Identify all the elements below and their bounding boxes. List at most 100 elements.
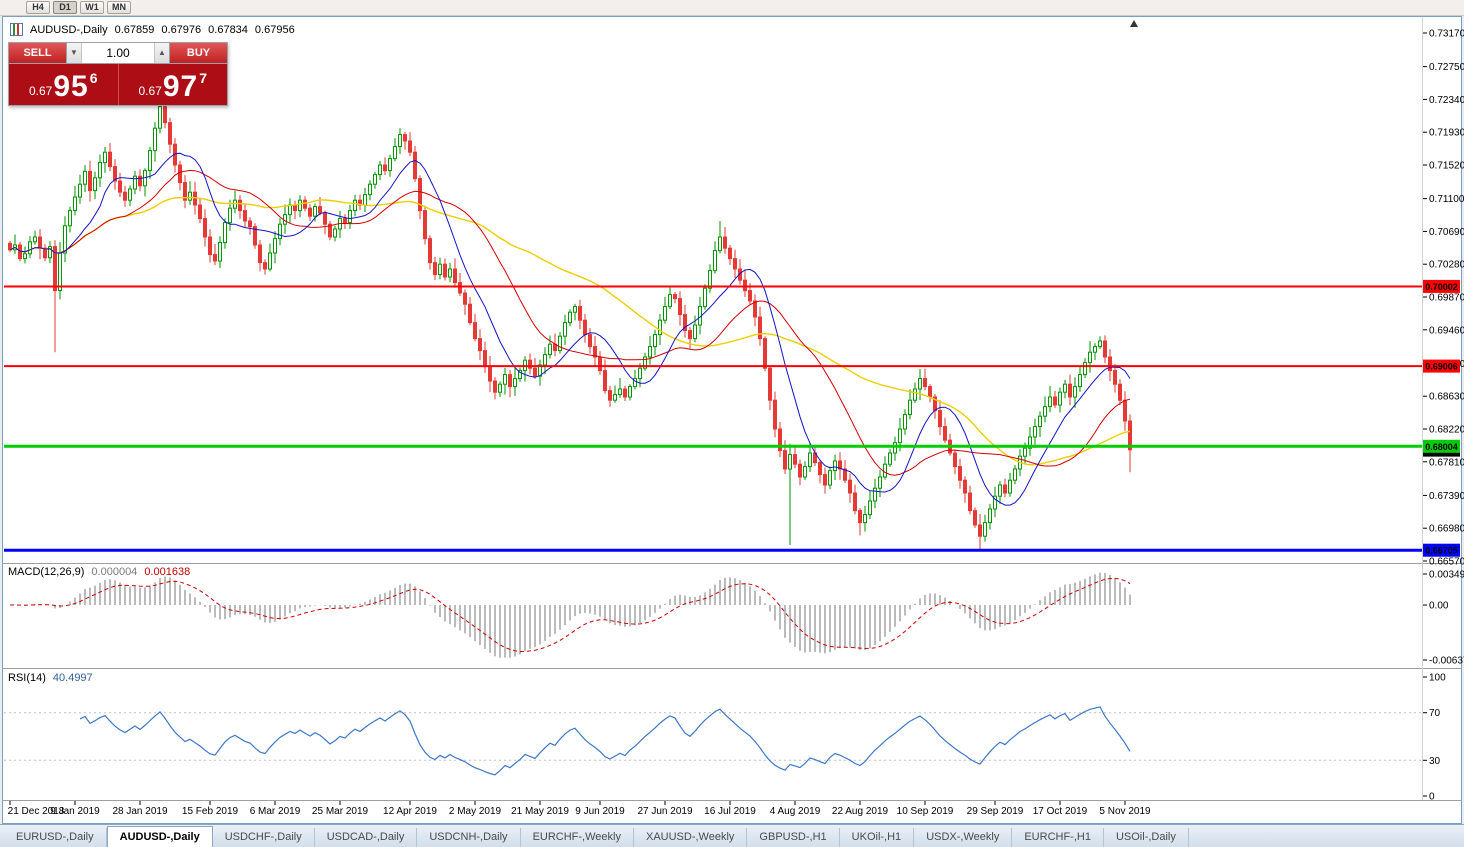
macd-indicator <box>10 572 1131 658</box>
sell-price-pipette: 6 <box>89 70 98 86</box>
rsi-name: RSI(14) <box>8 672 46 684</box>
svg-text:22 Aug 2019: 22 Aug 2019 <box>832 806 889 817</box>
macd-name: MACD(12,26,9) <box>8 566 85 578</box>
svg-text:0.66980: 0.66980 <box>1429 524 1464 535</box>
svg-text:0.00: 0.00 <box>1429 601 1449 612</box>
timeframe-button-h4[interactable]: H4 <box>26 1 50 14</box>
timeframe-button-mn[interactable]: MN <box>107 1 131 14</box>
svg-text:0.69460: 0.69460 <box>1429 325 1464 336</box>
volume-increase-icon[interactable]: ▲ <box>154 43 169 63</box>
svg-text:12 Apr 2019: 12 Apr 2019 <box>383 806 437 817</box>
horizontal-lines[interactable] <box>4 285 1422 552</box>
svg-text:0.00349: 0.00349 <box>1429 570 1464 581</box>
svg-text:0.69870: 0.69870 <box>1429 293 1464 304</box>
svg-text:28 Jan 2019: 28 Jan 2019 <box>112 806 167 817</box>
chart-tab-usdcnh-daily[interactable]: USDCNH-,Daily <box>417 828 521 847</box>
buy-price-button[interactable]: 0.67 97 7 <box>119 64 228 105</box>
chart-tab-usdx-weekly[interactable]: USDX-,Weekly <box>914 828 1013 847</box>
chart-tab-xauusd-weekly[interactable]: XAUUSD-,Weekly <box>634 828 748 847</box>
chart-tab-usdchf-daily[interactable]: USDCHF-,Daily <box>213 828 315 847</box>
svg-text:0.71100: 0.71100 <box>1429 194 1464 205</box>
svg-text:10 Sep 2019: 10 Sep 2019 <box>897 806 954 817</box>
svg-text:100: 100 <box>1429 673 1446 684</box>
sell-button[interactable]: SELL <box>9 43 66 63</box>
macd-main-value: 0.000004 <box>91 566 138 578</box>
svg-text:0.67390: 0.67390 <box>1429 491 1464 502</box>
svg-text:21 Dec 2018: 21 Dec 2018 <box>8 806 65 817</box>
volume-input[interactable] <box>82 43 154 63</box>
svg-text:0.72340: 0.72340 <box>1429 95 1464 106</box>
rsi-indicator-label: RSI(14) 40.4997 <box>8 672 93 684</box>
svg-text:21 May 2019: 21 May 2019 <box>511 806 569 817</box>
chart-tab-usdcad-daily[interactable]: USDCAD-,Daily <box>315 828 418 847</box>
svg-text:0.70002: 0.70002 <box>1425 282 1458 292</box>
sell-price-button[interactable]: 0.67 95 6 <box>9 64 119 105</box>
svg-text:5 Nov 2019: 5 Nov 2019 <box>1099 806 1151 817</box>
chart-tab-eurchf-h1[interactable]: EURCHF-,H1 <box>1012 828 1104 847</box>
svg-text:0.69006: 0.69006 <box>1425 362 1458 372</box>
chart-tab-eurusd-daily[interactable]: EURUSD-,Daily <box>4 828 107 847</box>
svg-text:27 Jun 2019: 27 Jun 2019 <box>637 806 692 817</box>
svg-text:9 Jan 2019: 9 Jan 2019 <box>50 806 100 817</box>
buy-button[interactable]: BUY <box>170 43 227 63</box>
svg-text:0.68630: 0.68630 <box>1429 392 1464 403</box>
moving-averages <box>9 152 1131 506</box>
rsi-value: 40.4997 <box>52 672 93 684</box>
trade-panel-prices: 0.67 95 6 0.67 97 7 <box>9 64 227 105</box>
svg-text:6 Mar 2019: 6 Mar 2019 <box>250 806 301 817</box>
timeframe-toolbar: H4 D1 W1 MN <box>0 0 1464 16</box>
svg-text:0: 0 <box>1429 792 1435 803</box>
svg-text:29 Sep 2019: 29 Sep 2019 <box>967 806 1024 817</box>
svg-text:0.70690: 0.70690 <box>1429 227 1464 238</box>
chart-tab-audusd-daily[interactable]: AUDUSD-,Daily <box>106 826 213 847</box>
chart-high-value: 0.67976 <box>161 23 202 36</box>
chart-tab-usoil-daily[interactable]: USOil-,Daily <box>1104 828 1189 847</box>
svg-text:0.67810: 0.67810 <box>1429 457 1464 468</box>
svg-text:17 Oct 2019: 17 Oct 2019 <box>1033 806 1088 817</box>
volume-decrease-icon[interactable]: ▼ <box>67 43 82 63</box>
chart-symbol-label: AUDUSD-,Daily <box>30 23 108 36</box>
chart-tab-ukoil-h1[interactable]: UKOil-,H1 <box>840 828 915 847</box>
svg-text:0.68220: 0.68220 <box>1429 425 1464 436</box>
svg-text:2 May 2019: 2 May 2019 <box>449 806 502 817</box>
svg-text:30: 30 <box>1429 756 1441 767</box>
svg-text:16 Jul 2019: 16 Jul 2019 <box>704 806 756 817</box>
svg-text:0.68004: 0.68004 <box>1425 442 1458 452</box>
buy-price-prefix: 0.67 <box>138 84 162 98</box>
timeframe-button-d1[interactable]: D1 <box>53 1 77 14</box>
chart-icon <box>10 23 23 36</box>
chart-tab-bar: EURUSD-,Daily AUDUSD-,Daily USDCHF-,Daily U… <box>0 824 1464 847</box>
chart-low-value: 0.67834 <box>208 23 248 36</box>
buy-price-pipette: 7 <box>199 70 208 86</box>
sell-price-big: 95 <box>53 70 89 103</box>
volume-stepper[interactable]: ▼ ▲ <box>66 43 170 63</box>
macd-indicator-label: MACD(12,26,9) 0.000004 0.001638 <box>8 566 190 578</box>
svg-text:70: 70 <box>1429 708 1441 719</box>
buy-price-big: 97 <box>162 70 199 103</box>
macd-signal-value: 0.001638 <box>144 566 191 578</box>
chart-open-value: 0.67859 <box>114 23 155 36</box>
rsi-indicator <box>4 706 1422 776</box>
svg-text:4 Aug 2019: 4 Aug 2019 <box>770 806 821 817</box>
svg-text:-0.00637: -0.00637 <box>1429 656 1464 667</box>
price-scale[interactable]: 0.73170 0.72750 0.72340 0.71930 0.71520 0.711… <box>1422 17 1464 803</box>
svg-text:0.71520: 0.71520 <box>1429 161 1464 172</box>
svg-text:0.66570: 0.66570 <box>1429 557 1464 568</box>
pane-separators <box>2 563 1461 801</box>
svg-text:0.73170: 0.73170 <box>1429 29 1464 40</box>
svg-text:0.72750: 0.72750 <box>1429 62 1464 73</box>
shift-end-marker <box>1130 20 1138 27</box>
chart-tab-eurchf-weekly[interactable]: EURCHF-,Weekly <box>521 828 634 847</box>
trade-panel-controls: SELL ▼ ▲ BUY <box>9 43 227 64</box>
timeframe-button-w1[interactable]: W1 <box>80 1 104 14</box>
chart-window <box>2 16 1462 824</box>
chart-close-value: 0.67956 <box>254 23 295 36</box>
svg-text:0.66705: 0.66705 <box>1425 546 1458 556</box>
svg-text:0.70280: 0.70280 <box>1429 260 1464 271</box>
chart-tab-gbpusd-h1[interactable]: GBPUSD-,H1 <box>747 828 840 847</box>
svg-text:25 Mar 2019: 25 Mar 2019 <box>312 806 369 817</box>
candles[interactable] <box>8 96 1132 551</box>
